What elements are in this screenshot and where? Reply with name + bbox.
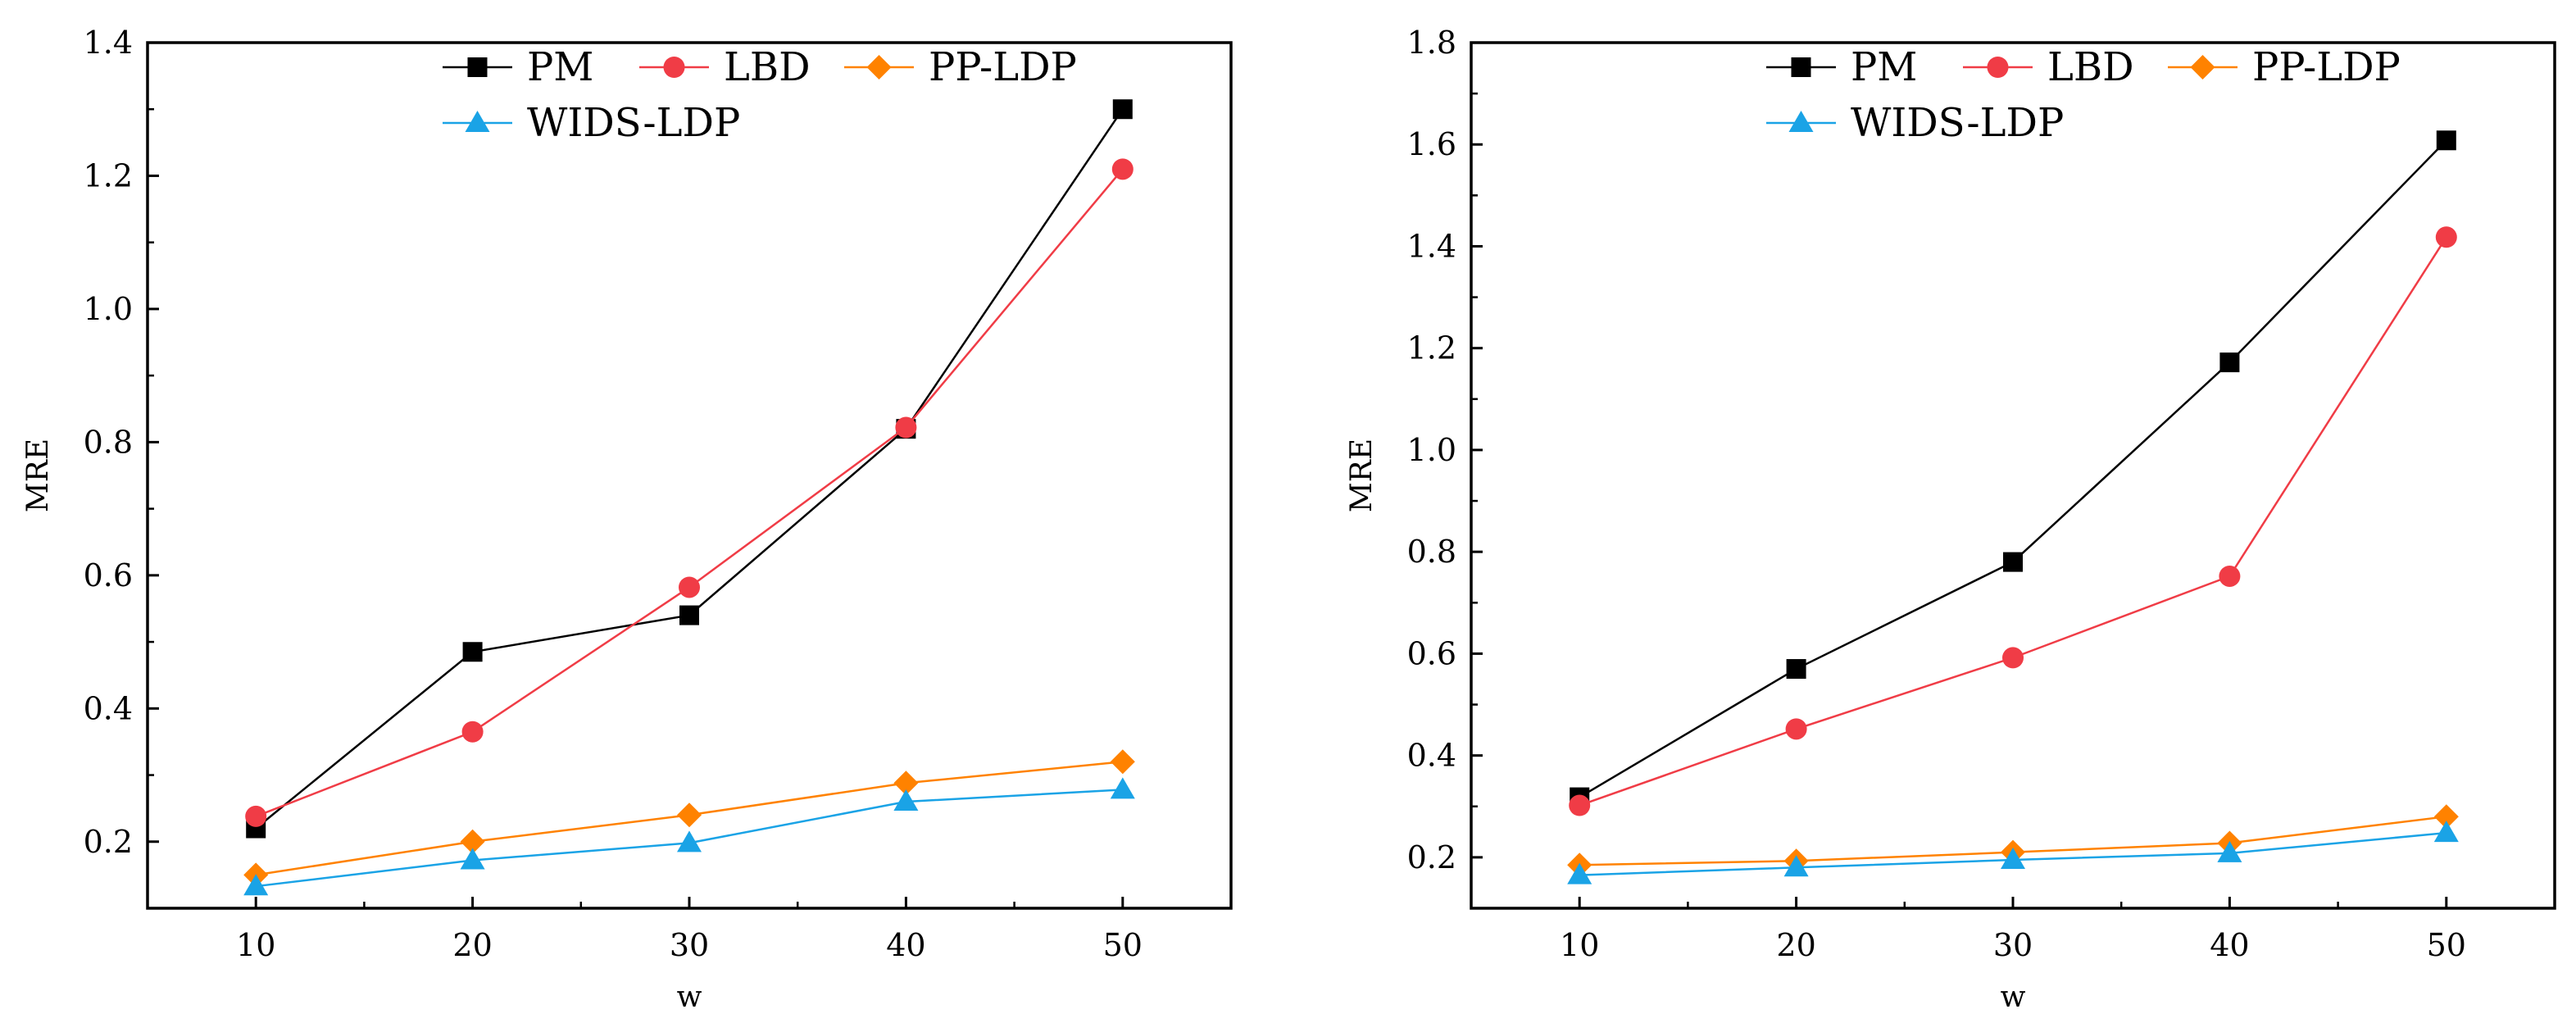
data-point-lbd — [2219, 565, 2241, 587]
data-point-pm — [2219, 352, 2240, 373]
x-tick-label: 40 — [2210, 927, 2249, 963]
y-axis-label: MRE — [21, 439, 55, 512]
y-tick-label: 1.4 — [84, 25, 133, 61]
y-axis-label: MRE — [1345, 439, 1379, 512]
data-point-wids-ldp — [2433, 821, 2459, 843]
series-line-lbd — [255, 168, 1124, 818]
data-point-pm — [462, 642, 483, 662]
legend-marker-pm — [1791, 57, 1811, 77]
data-point-pm — [1786, 659, 1806, 680]
data-point-pp-ldp — [893, 771, 919, 796]
data-point-lbd — [461, 721, 484, 743]
legend-label-wids-ldp: WIDS-LDP — [1851, 100, 2064, 146]
legend-label-pm: PM — [527, 44, 593, 90]
x-tick-label: 40 — [886, 927, 925, 963]
plot-frame — [146, 41, 1233, 910]
data-point-pm — [2436, 130, 2456, 151]
data-point-pp-ldp — [2433, 804, 2459, 830]
y-tick-label: 0.4 — [1407, 738, 1456, 774]
legend-marker-lbd — [1987, 57, 2009, 78]
data-point-lbd — [2002, 647, 2024, 669]
y-tick-label: 1.8 — [1407, 25, 1456, 61]
x-tick-label: 30 — [1993, 927, 2033, 963]
y-tick-label: 1.2 — [84, 157, 133, 193]
series-line-pm — [255, 108, 1124, 830]
x-tick-label: 10 — [236, 927, 275, 963]
legend-marker-lbd — [663, 57, 685, 78]
x-tick-label: 30 — [670, 927, 709, 963]
x-tick-label: 20 — [1776, 927, 1815, 963]
data-point-pm — [1112, 99, 1133, 120]
legend-label-pp-ldp: PP-LDP — [929, 44, 1077, 90]
data-point-wids-ldp — [243, 874, 269, 896]
plot-frame — [1470, 41, 2556, 910]
x-tick-label: 50 — [2427, 927, 2466, 963]
data-point-wids-ldp — [677, 830, 702, 852]
legend-label-lbd: LBD — [724, 44, 811, 90]
legend-marker-pp-ldp — [2190, 55, 2215, 80]
data-point-wids-ldp — [460, 848, 485, 870]
data-point-pp-ldp — [460, 829, 485, 854]
y-tick-label: 0.8 — [84, 424, 133, 460]
y-tick-label: 1.0 — [84, 291, 133, 327]
data-point-lbd — [1569, 794, 1591, 816]
y-tick-label: 0.8 — [1407, 534, 1456, 570]
legend-marker-wids-ldp — [465, 111, 490, 132]
data-point-wids-ldp — [2001, 847, 2025, 869]
y-tick-label: 0.6 — [84, 557, 133, 593]
chart-left: 10 20 30 40 50 0.2 0.4 0.6 0.8 1.0 1.2 1.4 w MRE PM LBD… — [21, 25, 1233, 1014]
legend-marker-wids-ldp — [1788, 111, 1814, 132]
legend-label-pp-ldp: PP-LDP — [2252, 44, 2401, 90]
data-point-lbd — [679, 576, 700, 598]
data-point-lbd — [245, 805, 267, 827]
data-point-pp-ldp — [1110, 749, 1135, 775]
x-tick-label: 10 — [1560, 927, 1599, 963]
x-tick-label: 20 — [452, 927, 492, 963]
data-point-wids-ldp — [2217, 840, 2242, 862]
chart-right: 10 20 30 40 50 0.2 0.4 0.6 0.8 1.0 1.2 1.4 1.6 1.8 w MR… — [1345, 25, 2556, 1014]
legend-label-pm: PM — [1851, 44, 1917, 90]
y-tick-label: 1.2 — [1407, 330, 1456, 366]
data-point-lbd — [895, 416, 917, 439]
data-point-pp-ldp — [677, 802, 702, 828]
y-tick-label: 1.0 — [1407, 432, 1456, 468]
y-tick-label: 1.4 — [1407, 228, 1456, 264]
data-point-pm — [679, 605, 699, 625]
data-point-pm — [2003, 552, 2023, 572]
legend-label-lbd: LBD — [2047, 44, 2134, 90]
data-point-lbd — [1111, 158, 1134, 180]
data-point-wids-ldp — [1110, 777, 1135, 799]
y-tick-label: 0.2 — [84, 824, 133, 860]
y-tick-label: 1.6 — [1407, 126, 1456, 162]
y-tick-label: 0.2 — [1407, 839, 1456, 875]
legend-label-wids-ldp: WIDS-LDP — [527, 100, 740, 146]
y-tick-label: 0.4 — [84, 690, 133, 726]
legend-marker-pp-ldp — [866, 55, 892, 80]
data-point-wids-ldp — [1567, 862, 1592, 884]
data-point-wids-ldp — [1783, 855, 1809, 877]
x-axis-label: w — [677, 980, 702, 1014]
data-point-lbd — [1785, 718, 1807, 740]
legend-marker-pm — [467, 57, 488, 77]
x-axis-label: w — [2001, 980, 2026, 1014]
data-point-lbd — [2435, 226, 2457, 248]
data-point-wids-ldp — [893, 789, 919, 812]
series-line-pm — [1579, 139, 2447, 798]
x-tick-label: 50 — [1103, 927, 1143, 963]
y-tick-label: 0.6 — [1407, 635, 1456, 671]
